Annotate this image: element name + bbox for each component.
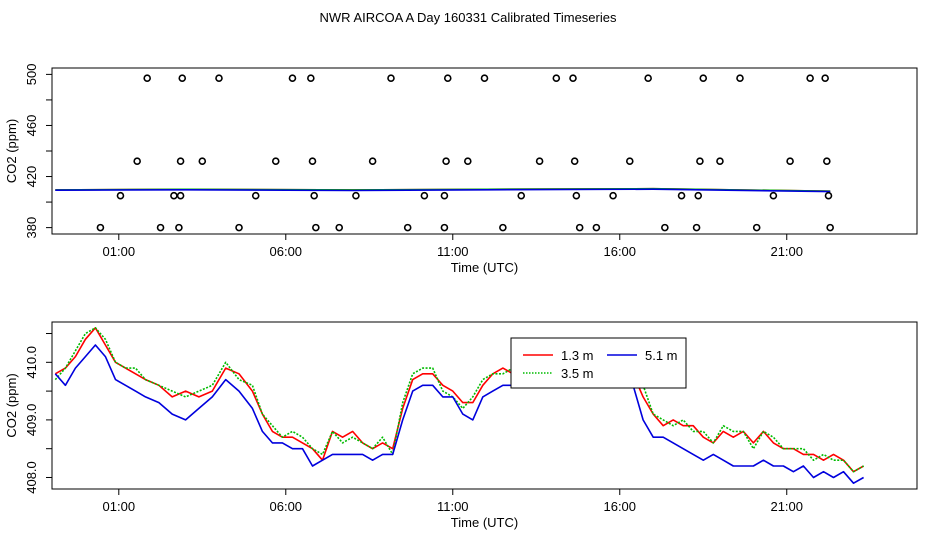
- data-point-marker: [176, 157, 185, 166]
- data-point-marker: [96, 223, 105, 232]
- data-point-marker: [692, 223, 701, 232]
- data-point-marker: [499, 223, 507, 232]
- data-point-marker: [736, 74, 744, 83]
- line-panel: 01:00 06:00 11:00 16:00 21:00 408.0 409.0 410.0…: [4, 321, 918, 530]
- data-point-marker: [235, 223, 243, 232]
- data-point-marker: [133, 157, 141, 166]
- legend-label: 5.1 m: [645, 348, 678, 363]
- data-point-marker: [368, 157, 377, 166]
- data-point-marker: [826, 223, 834, 232]
- data-point-marker: [198, 157, 207, 166]
- data-point-marker: [176, 191, 185, 200]
- data-point-marker: [821, 74, 829, 83]
- data-point-marker: [387, 74, 395, 83]
- y-tick-label: 500: [24, 64, 39, 86]
- data-point-marker: [288, 74, 297, 83]
- x-tick-label: 06:00: [270, 244, 303, 259]
- y-tick-label: 408.0: [24, 461, 39, 494]
- data-point-marker: [625, 157, 634, 166]
- data-point-marker: [143, 74, 151, 83]
- x-tick-label: 01:00: [103, 499, 136, 514]
- data-point-marker: [786, 157, 794, 166]
- y-axis-label: CO2 (ppm): [4, 119, 19, 183]
- data-point-marker: [175, 223, 183, 232]
- scatter-panel: 01:00 06:00 11:00 16:00 21:00 380 420 460 500 Tim…: [4, 64, 918, 275]
- y-tick-label: 380: [24, 217, 39, 239]
- data-point-marker: [335, 223, 344, 232]
- plot-area: [54, 326, 864, 485]
- data-point-marker: [464, 157, 472, 166]
- series-line: [54, 326, 864, 473]
- y-tick-label: 410.0: [24, 346, 39, 379]
- data-point-marker: [156, 223, 165, 232]
- data-point-marker: [535, 157, 544, 166]
- data-point-marker: [312, 223, 320, 232]
- data-point-marker: [308, 157, 317, 166]
- data-point-marker: [716, 157, 724, 166]
- y-axis-label: CO2 (ppm): [4, 373, 19, 437]
- data-point-marker: [307, 74, 315, 83]
- data-point-marker: [699, 74, 708, 83]
- x-tick-label: 21:00: [770, 244, 803, 259]
- data-point-marker: [644, 74, 652, 83]
- data-point-marker: [752, 223, 761, 232]
- x-tick-label: 11:00: [437, 244, 469, 259]
- figure-title: NWR AIRCOA A Day 160331 Calibrated Times…: [320, 10, 617, 25]
- data-point-marker: [442, 157, 450, 166]
- series-line: [55, 188, 831, 193]
- legend-label: 1.3 m: [561, 348, 594, 363]
- data-point-marker: [440, 223, 449, 232]
- data-point-marker: [609, 191, 617, 200]
- series-line: [54, 326, 864, 473]
- data-point-marker: [592, 223, 601, 232]
- data-point-marker: [480, 74, 489, 83]
- data-point-marker: [403, 223, 412, 232]
- data-point-marker: [178, 74, 187, 83]
- data-point-marker: [677, 191, 686, 200]
- data-point-marker: [116, 191, 125, 200]
- data-point-marker: [517, 191, 526, 200]
- data-point-marker: [251, 191, 260, 200]
- y-tick-label: 409.0: [24, 404, 39, 437]
- x-axis-label: Time (UTC): [451, 260, 518, 275]
- data-point-marker: [552, 74, 561, 83]
- data-point-marker: [271, 157, 280, 166]
- legend: 1.3 m 5.1 m 3.5 m: [510, 337, 687, 389]
- data-point-marker: [569, 74, 577, 83]
- legend-label: 3.5 m: [561, 366, 594, 381]
- data-point-marker: [696, 157, 704, 166]
- data-point-marker: [694, 191, 703, 200]
- data-point-marker: [440, 191, 449, 200]
- plot-frame: [51, 321, 918, 490]
- data-point-marker: [443, 74, 452, 83]
- plot-area: [55, 74, 834, 232]
- data-point-marker: [570, 157, 579, 166]
- data-point-marker: [310, 191, 318, 200]
- x-tick-label: 11:00: [437, 499, 469, 514]
- data-point-marker: [215, 74, 223, 83]
- data-point-marker: [824, 191, 833, 200]
- data-point-marker: [575, 223, 584, 232]
- x-axis-label: Time (UTC): [451, 515, 518, 530]
- y-tick-label: 460: [24, 115, 39, 137]
- x-tick-label: 16:00: [603, 499, 636, 514]
- data-point-marker: [572, 191, 581, 200]
- legend-box: [510, 337, 687, 389]
- plot-frame: [51, 67, 918, 235]
- x-tick-label: 21:00: [770, 499, 803, 514]
- data-point-marker: [806, 74, 814, 83]
- data-point-marker: [420, 191, 429, 200]
- x-tick-label: 16:00: [603, 244, 636, 259]
- data-point-marker: [661, 223, 669, 232]
- data-point-marker: [769, 191, 778, 200]
- x-tick-label: 06:00: [270, 499, 303, 514]
- x-tick-label: 01:00: [103, 244, 136, 259]
- data-point-marker: [170, 191, 178, 200]
- series-line: [54, 344, 864, 485]
- y-tick-label: 420: [24, 166, 39, 188]
- data-point-marker: [352, 191, 360, 200]
- data-point-marker: [823, 157, 831, 166]
